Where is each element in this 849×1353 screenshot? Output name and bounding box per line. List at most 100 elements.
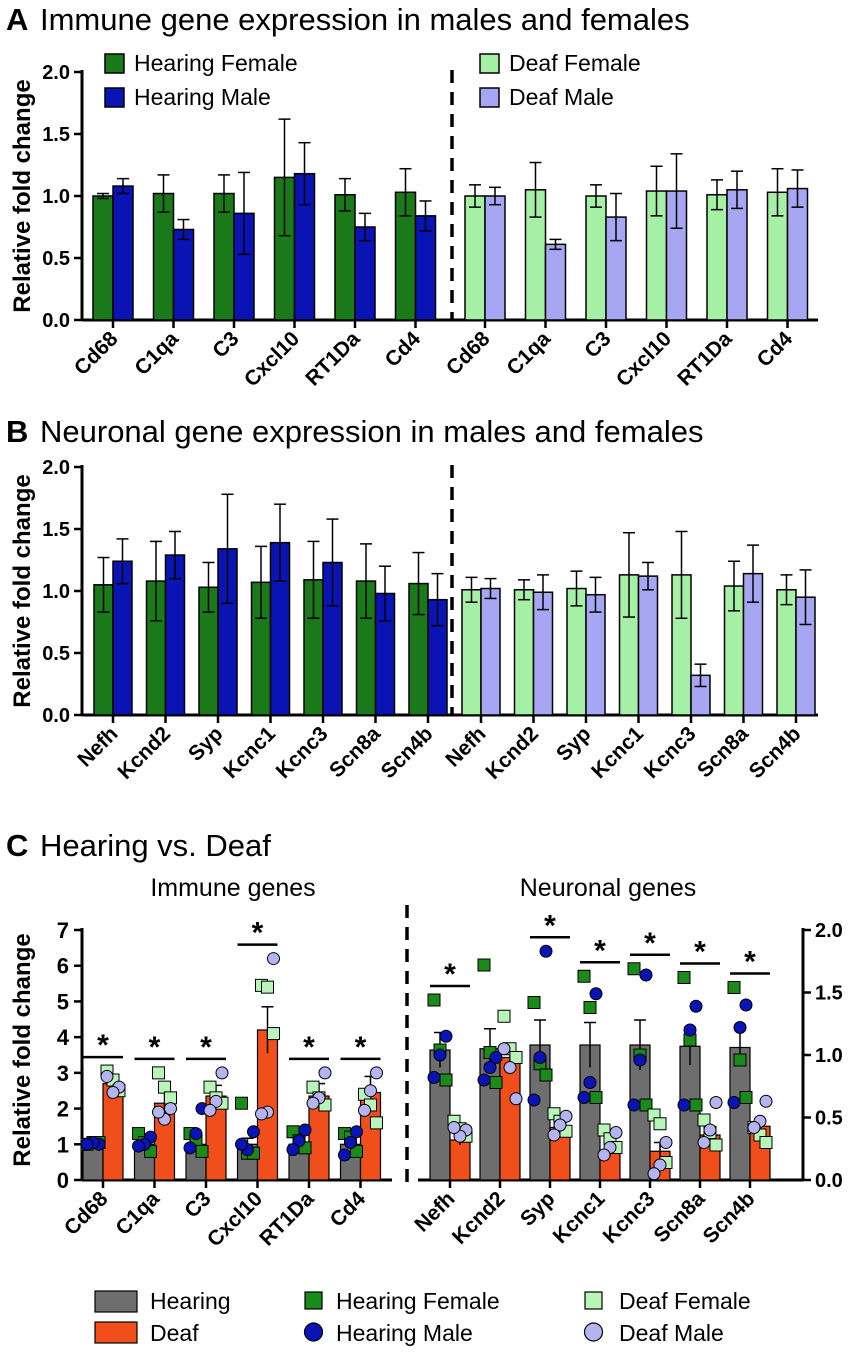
x-tick-label-kcnd2: Kcnd2 [113,722,175,784]
point-deaf-male [215,1066,229,1080]
point-deaf-female [759,1136,773,1149]
x-tick-label-kcnc3: Kcnc3 [272,722,333,783]
point-hearing-male [483,1061,497,1074]
legend-label-deaf-female: Deaf Female [509,50,641,76]
point-deaf-male [152,1105,165,1119]
point-hearing-female [235,1096,248,1110]
bar-hearing-nefh [429,1049,451,1181]
point-deaf-male [553,1118,567,1132]
x-tick-label-rt1da: RT1Da [673,327,737,391]
point-deaf-male [203,1103,217,1117]
point-hearing-male [80,1137,94,1151]
left-y-tick-label: 5 [57,989,69,1014]
significance-star: * [594,934,606,967]
significance-star: * [694,936,706,969]
panel-a-legend: Hearing Female Hearing Male Deaf Female … [104,50,641,110]
x-tick-label-scn4b: Scn4b [377,722,438,783]
point-hearing-male [677,1098,691,1112]
bar-hearing-male-c1qa [172,228,195,321]
significance-star: * [97,1029,109,1062]
x-tick-label-scn4b: Scn4b [745,722,806,783]
y-tick-label: 1.0 [42,581,70,603]
point-hearing-male [338,1148,351,1162]
left-y-tick-label: 6 [57,954,69,979]
point-deaf-male [358,1103,371,1117]
point-deaf-male [503,1061,517,1074]
x-tick-label-syp: Syp [184,722,227,765]
bar-deaf-male-cd4 [786,187,809,321]
x-tick-label-c3: C3 [580,327,615,362]
bar-deaf-female-nefh [461,589,482,716]
significance-star: * [303,1031,315,1064]
y-tick-label: 2.0 [42,62,70,84]
x-tick-label-kcnc1: Kcnc1 [219,722,280,783]
point-hearing-female [577,969,591,983]
y-tick-label: 0.0 [42,310,70,332]
bar-hearing-scn4b [729,1046,751,1181]
bar-hearing-male-cd68 [112,185,134,321]
significance-star: * [200,1031,212,1064]
point-deaf-female [261,980,274,994]
y-tick-label: 0.5 [42,248,70,270]
left-y-tick-label: 0 [57,1168,69,1193]
point-hearing-male [132,1139,145,1153]
legend-swatch-deaf-male [479,87,500,108]
legend-label-deaf-male: Deaf Male [509,84,614,110]
point-deaf-female [164,1091,177,1105]
point-deaf-male [164,1102,177,1116]
x-tick-label-c1qa: C1qa [130,327,183,380]
point-hearing-female [477,958,491,972]
bar-deaf-male-c1qa [544,243,567,321]
point-hearing-female [439,1073,453,1087]
point-deaf-male [547,1128,561,1142]
left-y-tick-label: 3 [57,1061,69,1086]
left-y-tick-label: 2 [57,1097,69,1122]
significance-star: * [544,909,556,942]
point-deaf-male [209,1094,223,1108]
bar-hearing-female-rt1da [334,194,356,321]
point-deaf-male [509,1092,523,1106]
x-tick-label-c3: C3 [208,327,243,362]
y-tick-label: 1.0 [42,186,70,208]
significance-star: * [644,927,656,960]
bar-deaf-female-c3 [585,195,607,321]
point-hearing-female [427,993,441,1007]
y-tick-label: 2.0 [42,457,70,479]
point-hearing-male [433,1048,447,1062]
x-tick-label-cxcl10: Cxcl10 [612,327,676,391]
point-hearing-male [344,1136,357,1149]
point-deaf-male [759,1094,773,1108]
bar-deaf-female-cd68 [464,195,486,321]
x-tick-label-cd68: Cd68 [442,327,495,380]
legend-marker-deaf-female [584,1291,603,1310]
panel-a-y-label: Relative fold change [9,79,36,312]
legend-swatch-hearing-female [104,53,125,74]
point-hearing-male [489,1051,503,1064]
point-deaf-female [653,1117,667,1131]
point-hearing-male [633,1053,647,1067]
x-tick-label-c3: C3 [180,1187,215,1222]
panel-a-title: Immune gene expression in males and fema… [40,2,690,37]
right-y-tick-label: 2.0 [815,920,843,942]
significance-star: * [149,1031,161,1064]
x-tick-label-scn4b: Scn4b [699,1187,760,1248]
x-tick-label-c1qa: C1qa [111,1187,164,1240]
legend-swatch-hearing-male [104,87,125,108]
legend-marker-deaf-male [583,1322,604,1342]
legend-label-hearing: Hearing [150,1288,231,1314]
panel-b-title: Neuronal gene expression in males and fe… [40,414,703,449]
point-hearing-female [350,1144,363,1158]
bar-deaf-male-kcnc1 [637,575,659,716]
point-hearing-female [489,1076,503,1089]
x-tick-label-scn8a: Scn8a [325,722,385,782]
point-hearing-male [235,1137,248,1151]
point-deaf-male [647,1167,661,1181]
point-hearing-male [247,1125,260,1139]
x-tick-label-syp: Syp [516,1187,559,1230]
point-deaf-female [509,1051,523,1064]
x-tick-label-cxcl10: Cxcl10 [203,1187,267,1251]
point-hearing-male [533,1051,547,1064]
bar-deaf-female-scn4b [776,589,797,716]
left-y-tick-label: 4 [57,1025,70,1050]
